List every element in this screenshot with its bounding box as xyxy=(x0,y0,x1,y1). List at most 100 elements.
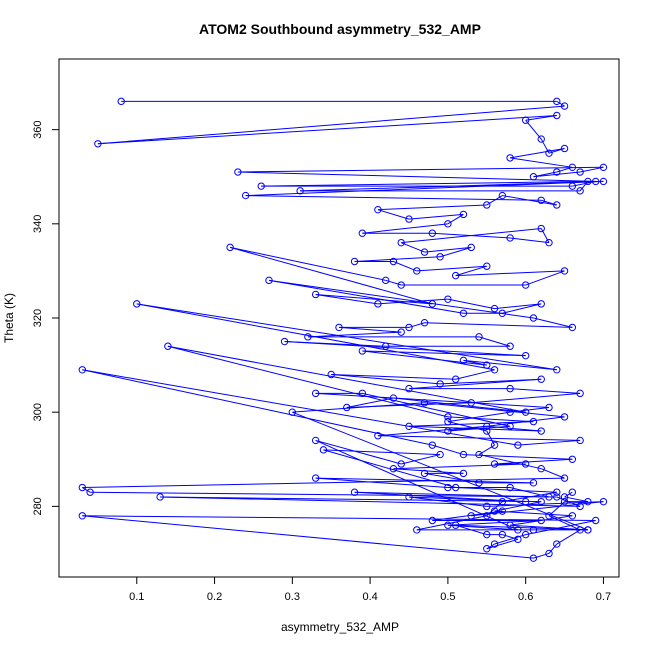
series-line-segment xyxy=(533,171,581,178)
data-point xyxy=(444,417,452,426)
series-line-segment xyxy=(401,242,425,253)
data-point xyxy=(311,474,320,482)
data-point xyxy=(459,210,468,219)
data-point xyxy=(576,187,584,195)
series-line-segment xyxy=(307,331,402,338)
data-point xyxy=(498,191,507,200)
data-point xyxy=(568,455,577,463)
series-line-segment xyxy=(533,552,550,559)
data-point xyxy=(545,549,553,558)
x-axis-label: asymmetry_532_AMP xyxy=(281,620,399,634)
data-point xyxy=(553,488,561,496)
series-line-segment xyxy=(556,100,565,107)
series-line-segment xyxy=(478,336,511,347)
data-point xyxy=(521,530,530,539)
data-point xyxy=(405,384,413,393)
data-point xyxy=(405,493,413,501)
series-line-segment xyxy=(292,411,589,531)
data-point xyxy=(304,333,312,341)
data-point xyxy=(599,163,608,172)
series-line-segment xyxy=(377,298,448,305)
series-line-segment xyxy=(393,463,526,470)
data-point xyxy=(483,201,491,209)
data-point xyxy=(257,182,265,190)
series-line-segment xyxy=(167,345,526,413)
data-point xyxy=(475,333,483,341)
data-point xyxy=(483,530,491,539)
data-point xyxy=(444,483,452,492)
data-point xyxy=(381,342,390,350)
data-point xyxy=(529,314,538,322)
series-line-segment xyxy=(510,388,581,394)
series-line-segment xyxy=(510,406,550,413)
series-line-segment xyxy=(362,392,511,427)
series-line-segment xyxy=(245,180,604,197)
data-point xyxy=(444,521,452,529)
data-point xyxy=(420,399,429,407)
data-point xyxy=(498,530,507,539)
data-point xyxy=(405,422,413,431)
series-line-segment xyxy=(494,501,542,512)
data-point xyxy=(335,323,343,332)
data-point xyxy=(444,295,452,303)
data-point xyxy=(459,469,468,478)
data-point xyxy=(599,177,608,186)
series-line-segment xyxy=(393,397,526,413)
series-line-segment xyxy=(338,326,402,333)
series-line-segment xyxy=(564,496,588,503)
series-line-segment xyxy=(525,115,557,121)
data-point xyxy=(327,370,335,379)
data-point xyxy=(521,460,530,468)
data-point xyxy=(529,554,538,562)
data-point xyxy=(164,342,172,350)
series-line-segment xyxy=(486,538,519,550)
series-line-segment xyxy=(377,209,410,220)
series-line-segment xyxy=(502,534,519,540)
data-point xyxy=(343,403,351,412)
data-point xyxy=(444,413,452,421)
data-point xyxy=(560,267,569,275)
series-line-segment xyxy=(230,246,386,281)
data-point xyxy=(537,300,545,308)
data-point xyxy=(389,257,398,266)
series-line-segment xyxy=(82,487,91,493)
series-line-segment xyxy=(408,322,425,328)
x-axis: 0.1 0.2 0.3 0.4 0.5 0.6 0.7 xyxy=(129,576,611,603)
data-point xyxy=(413,267,421,275)
data-point xyxy=(591,516,600,525)
series-line-segment xyxy=(424,322,573,328)
series-line-segment xyxy=(136,303,495,371)
data-point xyxy=(483,427,491,435)
series-line-segment xyxy=(245,195,542,201)
data-point xyxy=(428,229,437,237)
data-point xyxy=(133,300,141,308)
series-line-segment xyxy=(377,425,487,437)
data-point xyxy=(521,497,530,506)
data-point xyxy=(529,526,538,534)
data-point xyxy=(78,483,87,492)
series-line-segment xyxy=(510,237,550,244)
data-point xyxy=(529,417,538,426)
series-line-segment xyxy=(432,444,464,456)
data-point xyxy=(241,191,250,200)
data-point xyxy=(311,389,320,398)
data-point xyxy=(420,319,429,327)
data-point xyxy=(576,502,584,511)
series-line-segment xyxy=(284,341,526,357)
data-point xyxy=(545,238,553,247)
series-line-segment xyxy=(455,265,487,277)
data-point xyxy=(568,163,577,172)
data-point xyxy=(475,450,483,459)
data-point xyxy=(374,300,382,308)
data-point xyxy=(397,238,405,247)
series-line-segment xyxy=(292,402,425,413)
data-point xyxy=(78,366,87,374)
data-point xyxy=(584,497,592,506)
data-point xyxy=(459,450,468,459)
series-line-segment xyxy=(455,270,565,277)
series-line-segment xyxy=(261,180,588,187)
series-line-segment xyxy=(478,454,542,470)
data-point xyxy=(311,436,320,445)
series-line-segment xyxy=(268,279,464,314)
series-line-segment xyxy=(268,279,534,319)
